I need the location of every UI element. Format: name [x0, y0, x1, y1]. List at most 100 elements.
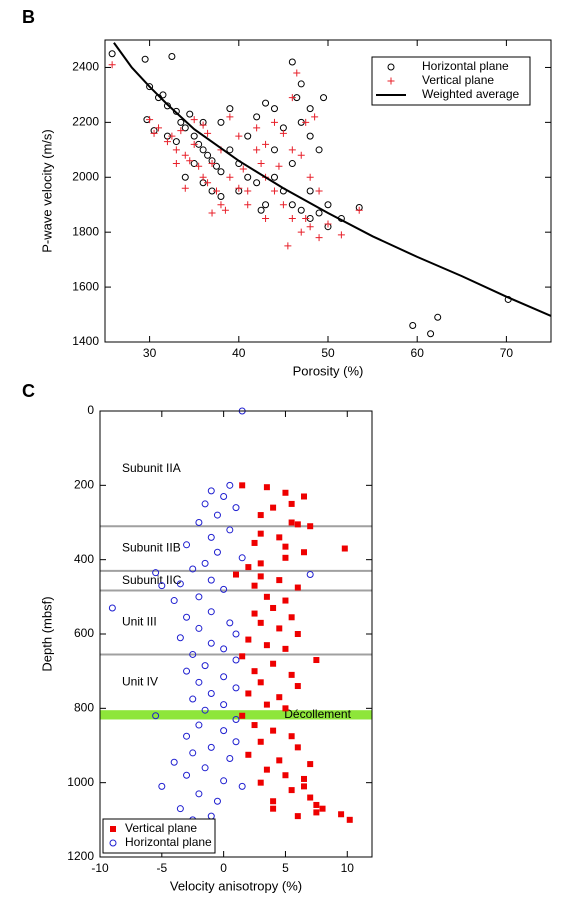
data-point — [221, 206, 229, 214]
x-tick-label: 70 — [500, 346, 514, 360]
data-point — [186, 110, 194, 118]
data-point — [146, 83, 154, 91]
legend-box — [371, 56, 531, 106]
data-point — [301, 493, 307, 500]
data-point — [108, 61, 116, 69]
unit-label: Subunit IIB — [122, 541, 181, 555]
data-point — [338, 811, 345, 818]
data-point — [176, 634, 184, 642]
data-point — [251, 582, 258, 589]
data-point — [190, 160, 198, 168]
data-point — [294, 683, 301, 690]
data-point — [346, 816, 353, 823]
y-tick-label: 1400 — [72, 334, 99, 348]
data-point — [232, 504, 240, 512]
x-tick-label: 60 — [411, 346, 425, 360]
data-point — [244, 187, 252, 195]
data-point — [220, 492, 228, 500]
x-tick-label: 40 — [232, 346, 246, 360]
data-point — [232, 715, 240, 723]
unit-label: Unit IV — [122, 674, 158, 688]
data-point — [288, 671, 295, 678]
data-point — [301, 775, 307, 782]
data-point — [232, 738, 240, 746]
data-point — [177, 118, 185, 126]
data-point — [207, 576, 215, 584]
data-point — [226, 146, 234, 154]
data-point — [301, 549, 307, 556]
data-point — [195, 678, 203, 686]
data-point — [238, 554, 246, 562]
data-point — [195, 162, 203, 170]
data-point — [233, 571, 239, 578]
legend-label: Horizontal plane — [125, 835, 212, 849]
data-point — [297, 151, 305, 159]
data-point — [181, 124, 189, 132]
data-point — [288, 58, 296, 66]
data-point — [251, 668, 258, 675]
data-point — [183, 732, 191, 740]
data-point — [270, 798, 277, 805]
data-point — [282, 645, 289, 652]
decollement-label: Décollement — [284, 707, 351, 721]
plot-frame — [99, 410, 373, 858]
data-point — [152, 569, 160, 577]
data-point — [270, 805, 277, 812]
data-point — [251, 722, 258, 729]
x-tick-label: 30 — [143, 346, 157, 360]
data-point — [213, 187, 220, 195]
data-point — [172, 146, 180, 154]
data-point — [306, 132, 314, 140]
data-point — [217, 192, 225, 200]
data-point — [288, 94, 296, 102]
data-point — [239, 653, 246, 660]
data-point — [276, 534, 283, 541]
data-point — [158, 782, 166, 790]
legend-label: Horizontal plane — [422, 59, 509, 73]
data-point — [183, 613, 191, 621]
x-axis-label: Velocity anisotropy (%) — [170, 878, 302, 893]
data-point — [245, 636, 252, 643]
data-point — [262, 214, 270, 222]
y-tick-label: 400 — [74, 552, 94, 566]
y-axis-label: Depth (mbsf) — [39, 596, 54, 671]
data-point — [207, 812, 215, 820]
data-point — [176, 805, 184, 813]
data-point — [195, 519, 203, 526]
data-point — [181, 151, 189, 159]
data-point — [226, 526, 234, 534]
data-point — [311, 113, 319, 121]
data-point — [313, 801, 320, 808]
decollement-band — [100, 710, 372, 720]
data-point — [152, 712, 160, 720]
x-tick-label: -5 — [156, 861, 167, 875]
data-point — [257, 206, 265, 214]
data-point — [245, 564, 252, 571]
x-tick-label: 5 — [282, 861, 289, 875]
data-point — [263, 642, 270, 649]
data-point — [204, 151, 212, 159]
data-point — [181, 173, 189, 181]
data-point — [257, 619, 264, 626]
data-point — [189, 749, 197, 757]
data-point — [279, 129, 287, 137]
legend-box — [102, 818, 216, 854]
data-point — [239, 165, 247, 173]
data-point — [190, 132, 198, 140]
data-point — [168, 52, 176, 60]
data-point — [244, 201, 252, 209]
y-tick-label: 1600 — [72, 279, 99, 293]
data-point — [270, 727, 277, 734]
data-point — [288, 519, 295, 526]
data-point — [427, 330, 435, 338]
data-point — [207, 487, 215, 495]
x-tick-label: -10 — [91, 861, 109, 875]
data-point — [262, 140, 270, 148]
data-point — [177, 127, 185, 135]
data-point — [324, 201, 332, 209]
data-point — [319, 805, 326, 812]
panel-label: B — [22, 7, 35, 27]
data-point — [276, 577, 283, 584]
